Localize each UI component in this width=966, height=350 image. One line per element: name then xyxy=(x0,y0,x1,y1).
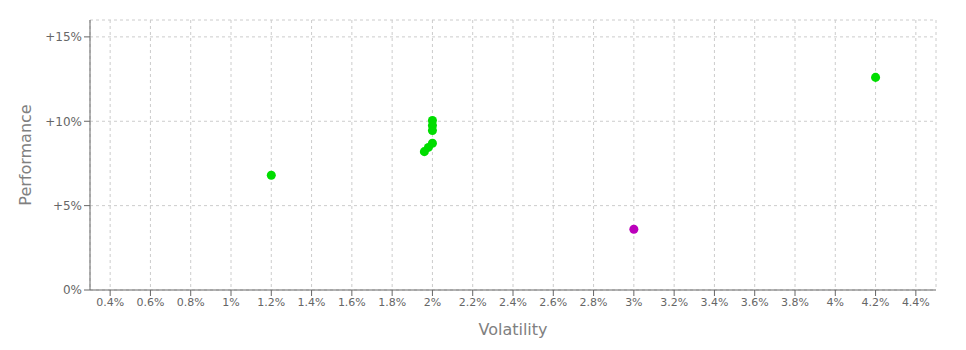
svg-text:4%: 4% xyxy=(827,296,844,309)
svg-text:+5%: +5% xyxy=(53,199,82,213)
svg-text:3.2%: 3.2% xyxy=(660,296,688,309)
svg-text:4.2%: 4.2% xyxy=(862,296,890,309)
svg-text:3.4%: 3.4% xyxy=(700,296,728,309)
svg-text:2.8%: 2.8% xyxy=(580,296,608,309)
svg-text:2.2%: 2.2% xyxy=(459,296,487,309)
svg-text:0%: 0% xyxy=(63,283,82,297)
svg-text:1.2%: 1.2% xyxy=(257,296,285,309)
svg-text:0.6%: 0.6% xyxy=(136,296,164,309)
svg-text:2%: 2% xyxy=(424,296,441,309)
svg-text:4.4%: 4.4% xyxy=(902,296,930,309)
svg-text:2.4%: 2.4% xyxy=(499,296,527,309)
svg-text:1.6%: 1.6% xyxy=(338,296,366,309)
svg-text:Volatility: Volatility xyxy=(478,320,547,339)
svg-text:3.8%: 3.8% xyxy=(781,296,809,309)
svg-text:1%: 1% xyxy=(222,296,239,309)
svg-text:1.4%: 1.4% xyxy=(298,296,326,309)
svg-text:+15%: +15% xyxy=(45,30,82,44)
svg-text:3%: 3% xyxy=(625,296,642,309)
svg-text:0.4%: 0.4% xyxy=(96,296,124,309)
svg-text:2.6%: 2.6% xyxy=(539,296,567,309)
svg-text:+10%: +10% xyxy=(45,115,82,129)
svg-text:3.6%: 3.6% xyxy=(741,296,769,309)
svg-text:1.8%: 1.8% xyxy=(378,296,406,309)
svg-text:0.8%: 0.8% xyxy=(177,296,205,309)
svg-text:Performance: Performance xyxy=(16,104,35,205)
